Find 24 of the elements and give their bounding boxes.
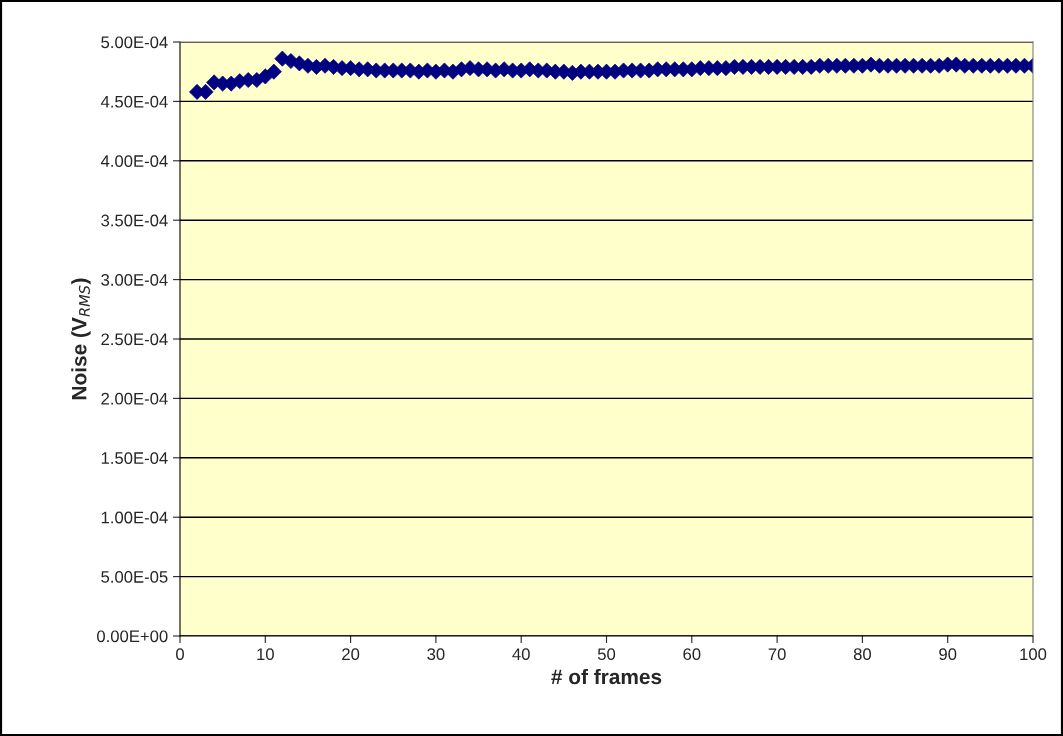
x-tick-label: 60 — [683, 648, 701, 661]
y-tick-label: 5.00E-05 — [101, 571, 168, 583]
x-axis-title: # of frames — [551, 668, 662, 685]
y-axis-title: Noise (V$_{RMS}$) — [71, 278, 91, 400]
y-tick-label: 0.00E+00 — [97, 630, 168, 643]
y-tick-label: 1.50E-04 — [101, 452, 168, 464]
x-tick-label: 40 — [512, 648, 530, 661]
y-tick-label: 2.50E-04 — [101, 333, 168, 346]
y-tick-label: 3.00E-04 — [101, 274, 168, 286]
y-tick-label: 5.00E-04 — [101, 36, 168, 49]
x-tick-label: 100 — [1020, 648, 1047, 661]
x-tick-label: 80 — [853, 648, 872, 661]
y-tick-label: 4.50E-04 — [100, 95, 168, 108]
y-tick-label: 2.00E-04 — [101, 392, 168, 405]
x-tick-label: 70 — [768, 648, 786, 661]
x-tick-label: 20 — [342, 648, 360, 661]
x-tick-label: 30 — [427, 648, 445, 661]
x-tick-label: 90 — [939, 648, 957, 661]
y-tick-label: 4.00E-04 — [100, 155, 168, 167]
x-tick-label: 0 — [176, 648, 184, 661]
y-tick-label: 1.00E-04 — [101, 511, 168, 524]
x-tick-label: 50 — [597, 648, 616, 661]
x-tick-label: 10 — [257, 648, 274, 661]
y-tick-label: 3.50E-04 — [101, 214, 168, 227]
